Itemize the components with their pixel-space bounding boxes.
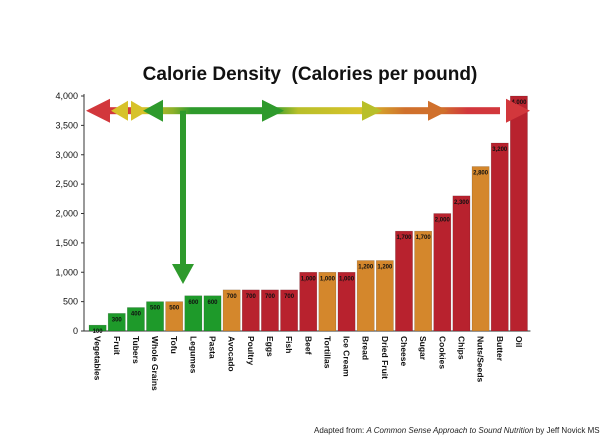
- category-label: Cookies: [437, 336, 447, 369]
- bar: [146, 301, 164, 332]
- horizontal-arrow-band: [105, 107, 500, 115]
- bar-value-label: 500: [150, 306, 161, 312]
- y-tick-label: 0: [73, 326, 78, 336]
- category-label: Butter: [495, 336, 505, 362]
- category-label: Chips: [456, 336, 466, 360]
- y-tick-label: 500: [63, 297, 78, 307]
- arrowhead-left-green: [143, 99, 163, 122]
- bar: [203, 295, 222, 332]
- arrowhead-right-red: [506, 98, 530, 123]
- source-credit: Adapted from: A Common Sense Approach to…: [314, 426, 600, 435]
- arrowhead-right-yellow: [131, 100, 148, 121]
- bar-value-label: 2,800: [473, 171, 489, 177]
- chart-title: Calorie Density (Calories per pound): [143, 64, 478, 85]
- bar-value-label: 1,700: [416, 235, 432, 241]
- y-tick-label: 1,000: [55, 267, 78, 277]
- bar: [165, 301, 184, 332]
- bar-value-label: 1,700: [396, 235, 412, 241]
- credit-prefix: Adapted from:: [314, 426, 367, 435]
- bar: [127, 307, 145, 332]
- category-label: Poultry: [246, 336, 256, 366]
- bar: [452, 195, 471, 332]
- category-label: Vegetables: [93, 336, 103, 381]
- bar: [395, 230, 413, 332]
- credit-source: A Common Sense Approach to Sound Nutriti…: [366, 426, 534, 435]
- bar: [88, 324, 107, 332]
- category-label: Bread: [361, 336, 371, 360]
- bar: [337, 272, 356, 332]
- arrowhead-left-yellow: [111, 100, 128, 121]
- arrowhead-right-yellowgreen: [362, 100, 382, 121]
- y-tick-label: 3,000: [55, 150, 78, 160]
- bar: [376, 260, 394, 332]
- arrowhead-right-green: [262, 99, 284, 122]
- bar: [261, 289, 279, 332]
- category-label: Pasta: [208, 336, 218, 359]
- category-label: Whole Grains: [150, 336, 160, 391]
- bar-value-label: 600: [207, 300, 218, 306]
- y-tick-label: 1,500: [55, 238, 78, 248]
- bar-value-label: 400: [131, 312, 142, 318]
- bar-value-label: 700: [265, 294, 276, 300]
- bar-value-label: 1,000: [301, 276, 317, 282]
- category-label: Beef: [303, 336, 313, 355]
- bar-value-label: 1,000: [320, 276, 336, 282]
- bar: [433, 213, 452, 332]
- category-label: Oil: [514, 336, 524, 347]
- category-label: Tortillas: [322, 336, 332, 369]
- arrowhead-right-orange: [428, 100, 448, 121]
- arrowhead-left-red: [86, 98, 110, 123]
- bar: [318, 272, 337, 332]
- category-label: Tofu: [169, 336, 179, 354]
- bar-value-label: 2,000: [435, 218, 451, 224]
- bar: [299, 272, 318, 332]
- bar: [510, 95, 528, 332]
- bar-value-label: 1,000: [339, 276, 355, 282]
- category-label: Ice Cream: [342, 336, 352, 377]
- bar-value-label: 600: [188, 300, 199, 306]
- bar-value-label: 100: [93, 329, 104, 335]
- bar: [471, 166, 490, 332]
- y-tick-label: 2,500: [55, 179, 78, 189]
- bar-value-label: 2,300: [454, 200, 470, 206]
- bar: [184, 295, 203, 332]
- bar-value-label: 300: [112, 317, 123, 323]
- category-label: Sugar: [418, 336, 428, 361]
- category-label: Eggs: [265, 336, 275, 357]
- bar-value-label: 3,200: [492, 147, 508, 153]
- bar-value-label: 700: [246, 294, 257, 300]
- bar-value-label: 700: [227, 294, 238, 300]
- category-label: Tubers: [131, 336, 141, 364]
- bar-value-label: 1,200: [377, 265, 393, 271]
- bar: [490, 142, 509, 332]
- bar: [241, 289, 260, 332]
- bar: [356, 260, 375, 332]
- y-tick-label: 3,500: [55, 120, 78, 130]
- y-tick-label: 4,000: [55, 91, 78, 101]
- category-label: Fruit: [112, 336, 122, 355]
- category-label: Nuts/Seeds: [476, 336, 486, 383]
- bar: [107, 313, 126, 332]
- category-label: Fish: [284, 336, 294, 353]
- bar: [280, 289, 298, 332]
- category-label: Cheese: [399, 336, 409, 367]
- category-label: Avocado: [227, 336, 237, 372]
- bar-value-label: 1,200: [358, 265, 374, 271]
- category-label: Dried Fruit: [380, 336, 390, 379]
- bar-value-label: 700: [284, 294, 295, 300]
- y-tick-label: 2,000: [55, 209, 78, 219]
- arrowhead-down-green: [172, 264, 194, 284]
- bar: [414, 230, 432, 332]
- bar-value-label: 500: [169, 306, 180, 312]
- bar-value-label: 4,000: [511, 100, 527, 106]
- credit-suffix: by Jeff Novick MS, RD: [535, 426, 600, 435]
- category-label: Legumes: [188, 336, 198, 374]
- bar: [222, 289, 241, 332]
- vertical-arrow-shaft: [180, 110, 186, 266]
- range-arrows: [86, 98, 530, 284]
